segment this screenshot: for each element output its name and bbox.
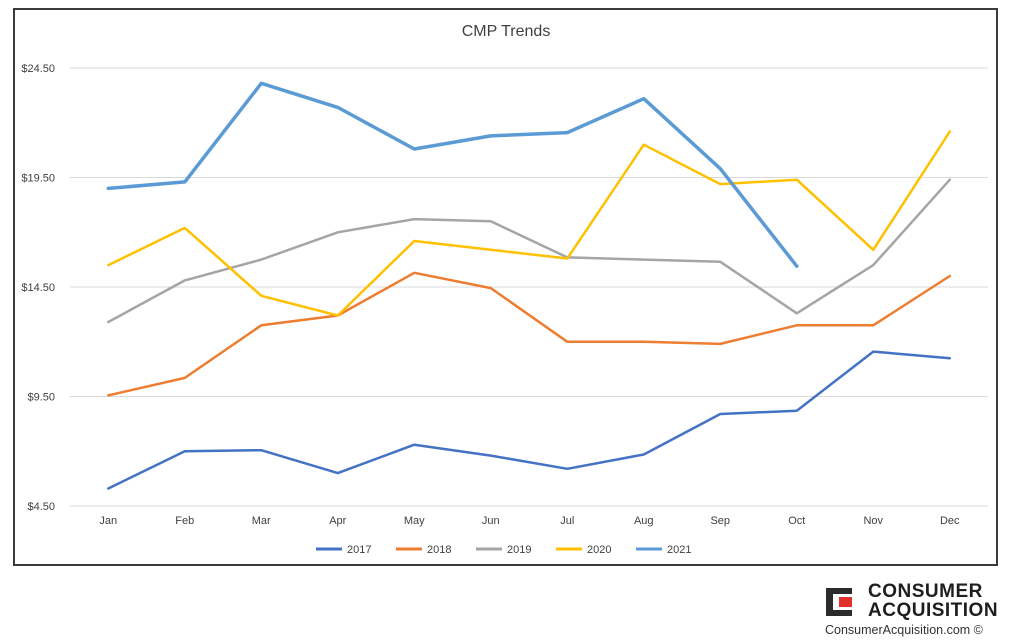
x-tick-label: Aug [634,515,654,527]
consumer-acquisition-logo: CONSUMER ACQUISITION ConsumerAcquisition… [822,582,1002,642]
logo-text-line1: CONSUMER [868,581,983,602]
y-tick-label: $9.50 [27,392,55,404]
chart-frame: CMP Trends $4.50 $9.50 $14.50 $19.50 $24.50 … [13,8,998,566]
x-tick-label: Jul [560,515,574,527]
site-url[interactable]: ConsumerAcquisition.com © [825,623,983,637]
legend-label-2018: 2018 [427,544,451,556]
chart-title: CMP Trends [462,23,551,40]
y-tick-label: $19.50 [21,173,55,185]
x-tick-label: Nov [863,515,883,527]
x-tick-label: May [404,515,425,527]
x-tick-label: Mar [252,515,271,527]
series-line-2017 [107,350,952,490]
x-tick-label: Jan [99,515,117,527]
logo-mark-icon [826,588,852,616]
series-line-2020 [107,130,952,317]
y-tick-label: $14.50 [21,282,55,294]
y-tick-label: $24.50 [21,63,55,75]
x-tick-label: Oct [788,515,805,527]
x-tick-label: Feb [175,515,194,527]
x-tick-label: Dec [940,515,960,527]
x-tick-label: Apr [329,515,346,527]
y-tick-label: $4.50 [27,501,55,513]
x-tick-label: Sep [710,515,730,527]
line-chart: CMP Trends $4.50$9.50$14.50$19.50$24.50 … [21,23,988,556]
legend-label-2021: 2021 [667,544,691,556]
x-tick-label: Jun [482,515,500,527]
legend-label-2017: 2017 [347,544,371,556]
series-line-2021 [106,81,799,268]
legend-label-2019: 2019 [507,544,531,556]
series-line-2018 [107,271,952,397]
logo-text-line2: ACQUISITION [868,600,999,621]
legend-label-2020: 2020 [587,544,611,556]
series-line-2019 [107,178,952,324]
